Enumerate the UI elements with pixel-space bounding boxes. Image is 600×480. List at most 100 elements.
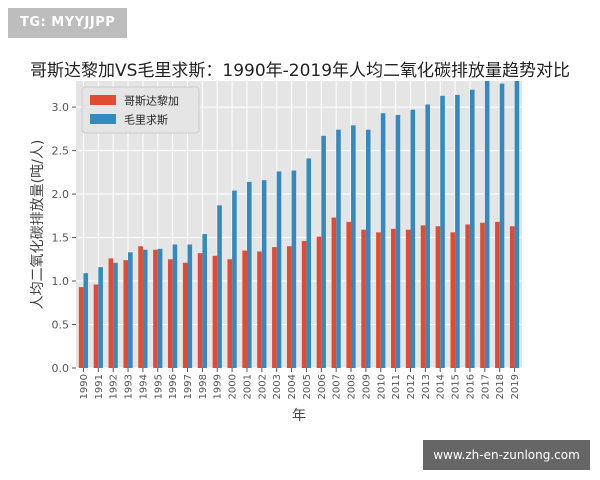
legend-label: 毛里求斯 xyxy=(124,114,168,127)
x-tick-label: 2019 xyxy=(510,374,521,399)
x-tick-label: 2017 xyxy=(480,374,491,399)
x-tick-label: 2008 xyxy=(347,374,358,399)
bar-costa-rica-2011 xyxy=(391,228,396,368)
bar-mauritius-2011 xyxy=(395,114,401,368)
bar-costa-rica-1997 xyxy=(182,262,188,368)
bar-mauritius-2004 xyxy=(291,170,297,368)
x-tick-label: 1993 xyxy=(124,374,135,399)
bar-costa-rica-1990 xyxy=(78,287,84,368)
x-tick-label: 1997 xyxy=(183,374,194,399)
bar-costa-rica-1991 xyxy=(93,284,99,368)
x-tick-label: 2001 xyxy=(242,374,253,399)
watermark-bottom-right: www.zh-en-zunlong.com xyxy=(423,440,590,470)
x-tick-label: 1999 xyxy=(213,374,224,399)
x-tick-label: 2015 xyxy=(451,374,462,399)
chart-title: 哥斯达黎加VS毛里求斯：1990年-2019年人均二氧化碳排放量趋势对比 xyxy=(29,61,571,81)
bar-mauritius-2012 xyxy=(410,109,416,368)
bar-mauritius-2019 xyxy=(514,81,520,368)
bar-mauritius-2018 xyxy=(499,83,505,368)
bar-costa-rica-2008 xyxy=(346,221,352,368)
x-tick-label: 2002 xyxy=(257,374,268,399)
y-tick-label: 0.0 xyxy=(52,362,70,375)
x-tick-label: 2003 xyxy=(272,374,283,399)
x-tick-label: 2004 xyxy=(287,374,298,399)
legend-label: 哥斯达黎加 xyxy=(124,94,179,108)
x-tick-label: 1990 xyxy=(79,374,90,399)
legend-swatch xyxy=(90,95,116,105)
bar-costa-rica-2002 xyxy=(257,251,262,368)
bar-mauritius-2003 xyxy=(276,171,282,368)
bar-costa-rica-2018 xyxy=(495,221,500,368)
bar-costa-rica-2017 xyxy=(480,222,485,368)
bar-mauritius-1999 xyxy=(217,205,222,368)
bar-mauritius-2001 xyxy=(246,181,252,368)
bar-mauritius-2009 xyxy=(365,129,371,368)
y-tick-label: 2.0 xyxy=(52,188,70,201)
bar-costa-rica-2010 xyxy=(376,232,381,368)
bar-costa-rica-2005 xyxy=(301,241,307,368)
x-tick-label: 1995 xyxy=(153,374,164,399)
bar-mauritius-2015 xyxy=(455,94,460,368)
bar-mauritius-2016 xyxy=(469,89,475,369)
bar-costa-rica-2006 xyxy=(316,236,322,368)
bar-costa-rica-2019 xyxy=(509,226,515,368)
bar-costa-rica-1996 xyxy=(168,259,173,368)
x-tick-label: 2014 xyxy=(436,374,447,399)
x-tick-label: 2012 xyxy=(406,374,417,399)
x-tick-label: 1991 xyxy=(94,374,105,399)
bar-mauritius-2005 xyxy=(306,158,312,368)
y-tick-label: 1.0 xyxy=(52,275,70,288)
bar-mauritius-1997 xyxy=(187,244,193,368)
bar-mauritius-2010 xyxy=(380,113,386,368)
x-tick-label: 2011 xyxy=(391,374,402,399)
bar-mauritius-1998 xyxy=(202,234,207,368)
bar-mauritius-1990 xyxy=(83,273,89,368)
watermark-top-left: TG: MYYJJPP xyxy=(8,8,128,38)
bar-costa-rica-2013 xyxy=(420,225,426,368)
bar-costa-rica-2015 xyxy=(450,232,456,368)
bar-costa-rica-1994 xyxy=(138,246,143,368)
bar-mauritius-2000 xyxy=(232,190,237,368)
bar-costa-rica-1995 xyxy=(153,249,158,368)
bar-costa-rica-2000 xyxy=(227,259,233,368)
y-tick-label: 0.5 xyxy=(52,319,70,332)
bar-mauritius-2008 xyxy=(351,125,356,368)
x-tick-label: 2007 xyxy=(332,374,343,399)
bar-costa-rica-2004 xyxy=(286,246,292,368)
bar-costa-rica-1999 xyxy=(212,255,218,368)
bar-mauritius-2007 xyxy=(336,129,341,368)
bar-mauritius-1992 xyxy=(113,262,118,368)
bar-mauritius-2013 xyxy=(425,104,430,369)
x-axis-label: 年 xyxy=(292,408,306,424)
y-tick-label: 1.5 xyxy=(52,232,70,245)
bar-mauritius-1994 xyxy=(142,249,148,368)
bar-costa-rica-2012 xyxy=(405,229,411,368)
x-tick-label: 2009 xyxy=(361,374,372,399)
bar-mauritius-2017 xyxy=(484,81,490,368)
y-tick-label: 3.0 xyxy=(52,101,70,114)
x-tick-label: 2000 xyxy=(228,374,239,399)
x-tick-label: 2006 xyxy=(317,374,328,399)
x-tick-label: 1994 xyxy=(138,374,149,399)
x-tick-label: 2018 xyxy=(495,374,506,399)
bar-mauritius-1995 xyxy=(157,248,163,368)
x-tick-label: 1992 xyxy=(109,374,120,399)
bar-mauritius-1996 xyxy=(172,244,178,368)
bar-costa-rica-2009 xyxy=(361,229,366,368)
x-tick-label: 2010 xyxy=(376,374,387,399)
bar-costa-rica-2001 xyxy=(242,250,247,368)
bar-costa-rica-1993 xyxy=(123,260,129,368)
bar-mauritius-1991 xyxy=(98,267,103,368)
bar-costa-rica-1992 xyxy=(108,258,114,368)
x-tick-label: 2013 xyxy=(421,374,432,399)
x-tick-label: 2005 xyxy=(302,374,313,399)
bar-costa-rica-2003 xyxy=(272,247,277,368)
bar-mauritius-2002 xyxy=(261,180,267,368)
legend-swatch xyxy=(90,114,116,124)
bar-costa-rica-2016 xyxy=(465,224,470,368)
x-tick-label: 1996 xyxy=(168,374,179,399)
bar-costa-rica-2014 xyxy=(435,226,441,368)
bar-costa-rica-1998 xyxy=(197,253,203,368)
bar-mauritius-2006 xyxy=(321,135,326,368)
